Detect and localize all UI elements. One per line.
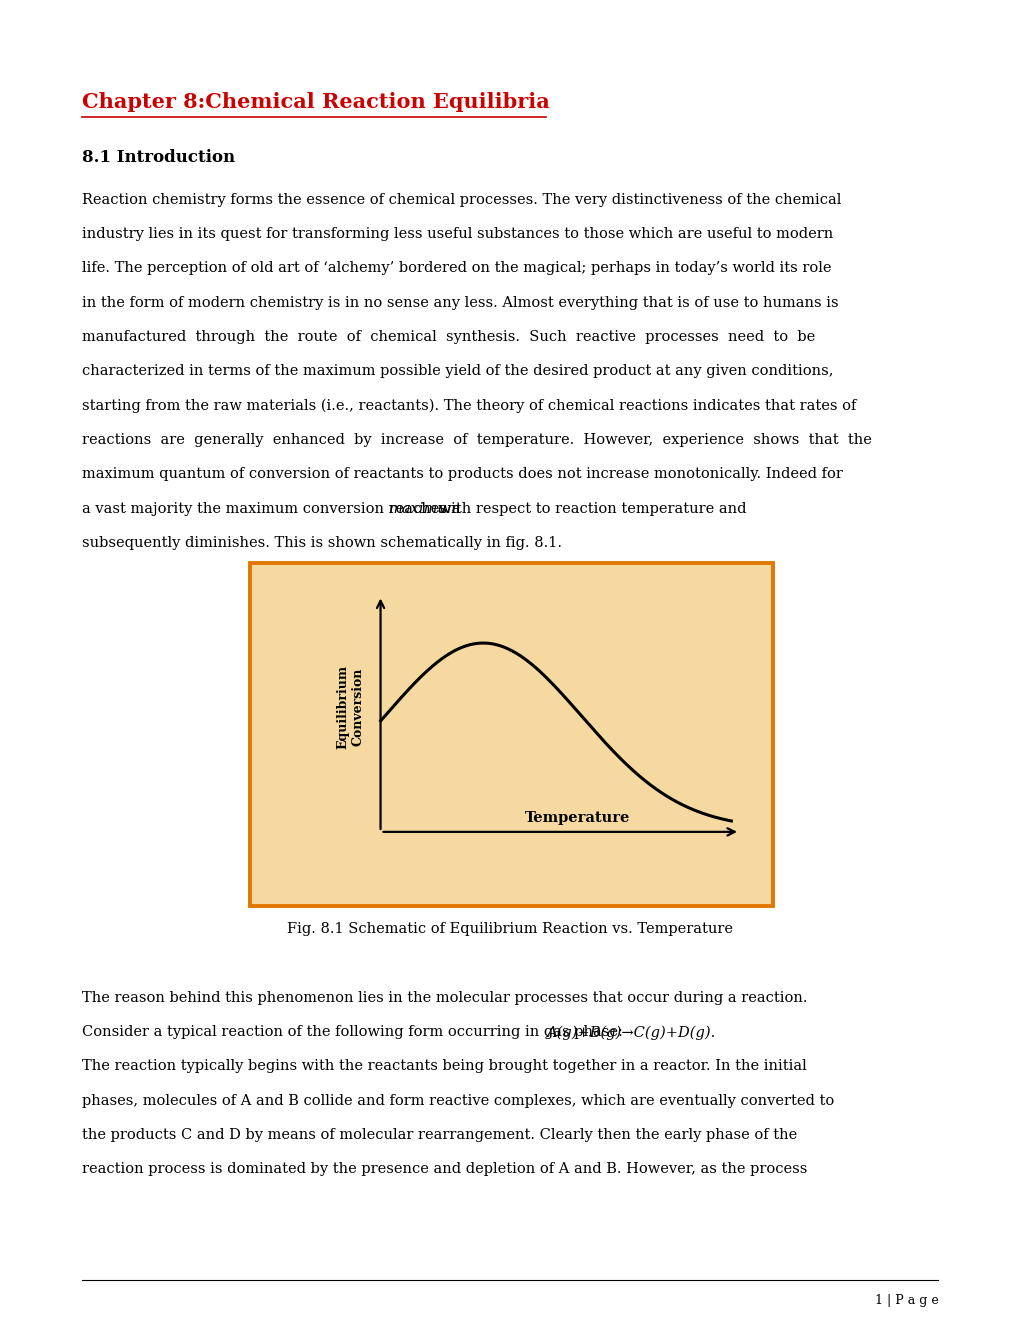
Text: life. The perception of old art of ‘alchemy’ bordered on the magical; perhaps in: life. The perception of old art of ‘alch…: [82, 261, 830, 276]
Text: reactions  are  generally  enhanced  by  increase  of  temperature.  However,  e: reactions are generally enhanced by incr…: [82, 433, 870, 447]
Text: Reaction chemistry forms the essence of chemical processes. The very distinctive: Reaction chemistry forms the essence of …: [82, 193, 840, 207]
Text: Equilibrium
Conversion: Equilibrium Conversion: [336, 664, 365, 748]
Text: maximum: maximum: [388, 502, 462, 516]
Text: Fig. 8.1 Schematic of Equilibrium Reaction vs. Temperature: Fig. 8.1 Schematic of Equilibrium Reacti…: [286, 923, 733, 936]
Text: Consider a typical reaction of the following form occurring in gas phase:: Consider a typical reaction of the follo…: [82, 1026, 627, 1039]
Text: phases, molecules of A and B collide and form reactive complexes, which are even: phases, molecules of A and B collide and…: [82, 1094, 834, 1107]
Text: Chapter 8:Chemical Reaction Equilibria: Chapter 8:Chemical Reaction Equilibria: [82, 92, 549, 112]
Text: reaction process is dominated by the presence and depletion of A and B. However,: reaction process is dominated by the pre…: [82, 1163, 806, 1176]
Text: subsequently diminishes. This is shown schematically in fig. 8.1.: subsequently diminishes. This is shown s…: [82, 536, 561, 550]
Text: starting from the raw materials (i.e., reactants). The theory of chemical reacti: starting from the raw materials (i.e., r…: [82, 399, 855, 413]
Text: in the form of modern chemistry is in no sense any less. Almost everything that : in the form of modern chemistry is in no…: [82, 296, 838, 310]
Text: manufactured  through  the  route  of  chemical  synthesis.  Such  reactive  pro: manufactured through the route of chemic…: [82, 330, 814, 345]
Text: The reaction typically begins with the reactants being brought together in a rea: The reaction typically begins with the r…: [82, 1060, 806, 1073]
Text: the products C and D by means of molecular rearrangement. Clearly then the early: the products C and D by means of molecul…: [82, 1129, 796, 1142]
Text: a vast majority the maximum conversion reaches a: a vast majority the maximum conversion r…: [82, 502, 464, 516]
Text: Temperature: Temperature: [524, 810, 630, 825]
Text: The reason behind this phenomenon lies in the molecular processes that occur dur: The reason behind this phenomenon lies i…: [82, 991, 806, 1005]
Text: 8.1 Introduction: 8.1 Introduction: [82, 149, 234, 166]
Text: characterized in terms of the maximum possible yield of the desired product at a: characterized in terms of the maximum po…: [82, 364, 833, 379]
Text: A(g)+B(g)→C(g)+D(g).: A(g)+B(g)→C(g)+D(g).: [545, 1026, 714, 1040]
Bar: [250, 564, 772, 907]
Text: 1 | P a g e: 1 | P a g e: [874, 1294, 937, 1307]
Text: maximum quantum of conversion of reactants to products does not increase monoton: maximum quantum of conversion of reactan…: [82, 467, 842, 482]
Text: with respect to reaction temperature and: with respect to reaction temperature and: [433, 502, 746, 516]
Text: industry lies in its quest for transforming less useful substances to those whic: industry lies in its quest for transform…: [82, 227, 833, 242]
